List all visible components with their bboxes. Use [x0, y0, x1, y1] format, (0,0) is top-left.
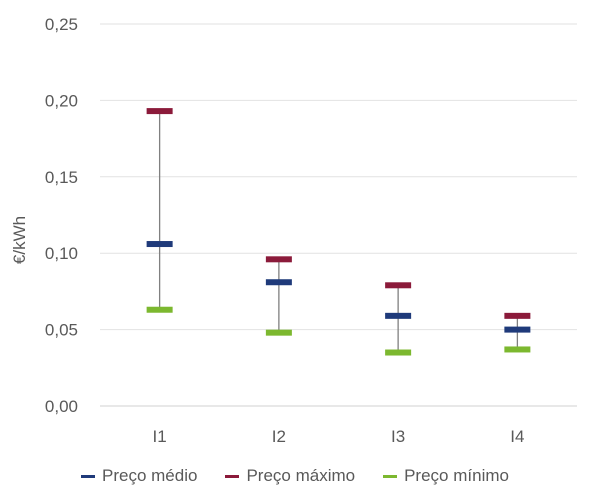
- x-tick-label: I2: [272, 427, 286, 446]
- legend-item-max: Preço máximo: [225, 466, 355, 486]
- y-tick-label: 0,25: [45, 15, 78, 34]
- range-lines: [158, 111, 519, 353]
- max-marker: [265, 256, 292, 263]
- max-marker: [385, 282, 412, 289]
- y-tick-label: 0,20: [45, 91, 78, 110]
- y-tick-label: 0,00: [45, 397, 78, 416]
- y-tick-label: 0,10: [45, 244, 78, 263]
- legend-label-max: Preço máximo: [246, 466, 356, 485]
- legend-swatch-avg: [81, 474, 96, 478]
- price-markers: [146, 108, 531, 356]
- min-marker: [146, 306, 173, 313]
- legend: Preço médio Preço máximo Preço mínimo: [0, 466, 590, 486]
- legend-label-avg: Preço médio: [102, 466, 198, 485]
- y-axis-ticks: 0,00 0,05 0,10 0,15 0,20 0,25: [45, 15, 78, 416]
- min-marker: [504, 346, 531, 353]
- y-tick-label: 0,15: [45, 168, 78, 187]
- range-chart: 0,00 0,05 0,10 0,15 0,20 0,25 €/kWh I1 I2 I3 I4: [10, 15, 577, 446]
- x-axis-ticks: I1 I2 I3 I4: [153, 427, 525, 446]
- x-tick-label: I1: [153, 427, 167, 446]
- y-axis-label: €/kWh: [10, 216, 29, 264]
- avg-marker: [146, 241, 173, 248]
- legend-label-min: Preço mínimo: [404, 466, 509, 485]
- legend-swatch-max: [225, 474, 240, 478]
- x-tick-label: I4: [510, 427, 524, 446]
- legend-swatch-min: [383, 474, 398, 478]
- legend-item-min: Preço mínimo: [383, 466, 509, 486]
- legend-item-avg: Preço médio: [81, 466, 197, 486]
- max-marker: [146, 108, 173, 115]
- x-tick-label: I3: [391, 427, 405, 446]
- min-marker: [265, 329, 292, 336]
- gridlines: [100, 23, 577, 407]
- max-marker: [504, 312, 531, 319]
- avg-marker: [385, 312, 412, 319]
- min-marker: [385, 349, 412, 356]
- y-tick-label: 0,05: [45, 321, 78, 340]
- avg-marker: [265, 279, 292, 286]
- avg-marker: [504, 326, 531, 333]
